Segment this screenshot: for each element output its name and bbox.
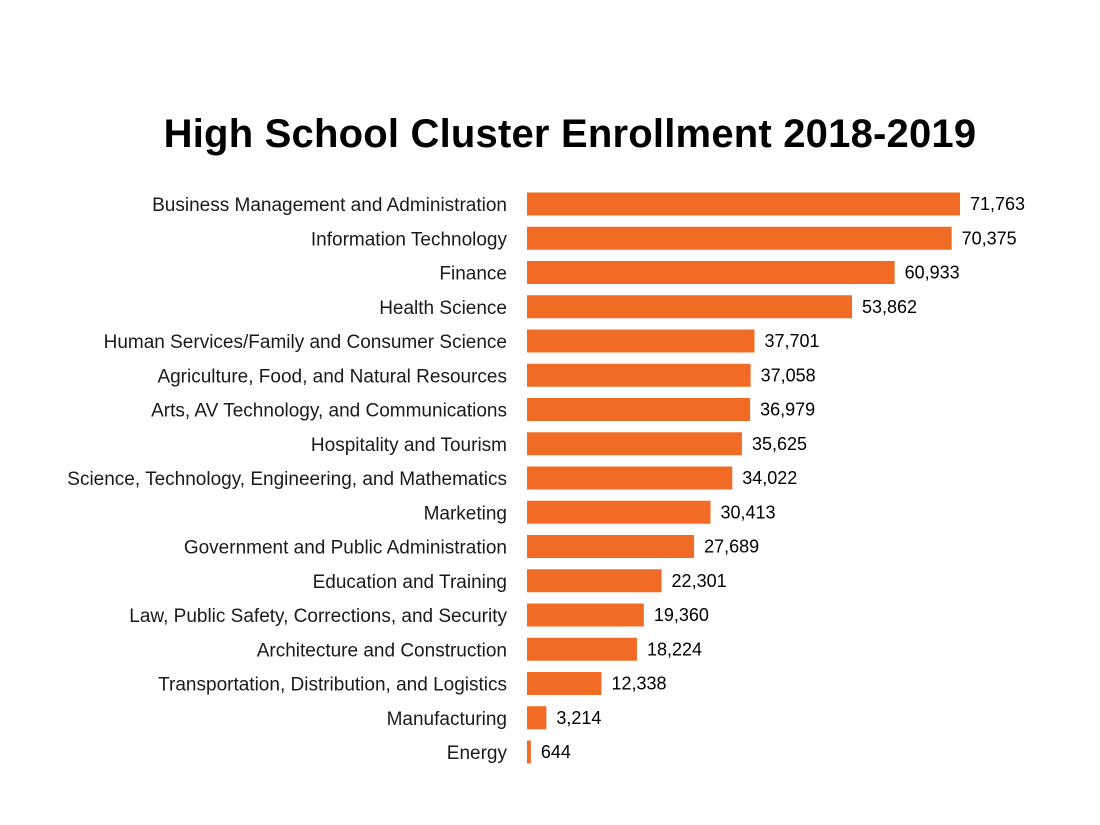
category-label: Energy (447, 743, 508, 764)
category-label: Information Technology (311, 229, 508, 250)
value-label: 60,933 (905, 263, 960, 283)
bar (527, 329, 755, 353)
category-label: Agriculture, Food, and Natural Resources (157, 366, 507, 387)
chart-title: High School Cluster Enrollment 2018-2019 (163, 112, 977, 156)
category-label: Human Services/Family and Consumer Scien… (104, 332, 507, 353)
category-label: Hospitality and Tourism (311, 435, 507, 456)
category-label: Business Management and Administration (152, 195, 507, 216)
value-label: 34,022 (742, 468, 797, 488)
bar (527, 398, 751, 421)
value-label: 19,360 (654, 605, 709, 625)
value-label: 22,301 (672, 571, 727, 591)
category-label: Transportation, Distribution, and Logist… (158, 675, 507, 696)
bar (527, 261, 895, 284)
bar (527, 432, 742, 456)
value-label: 27,689 (704, 537, 759, 557)
category-label: Architecture and Construction (257, 640, 507, 661)
value-label: 37,058 (761, 365, 816, 385)
value-label: 30,413 (721, 502, 776, 522)
category-label: Marketing (424, 503, 507, 524)
category-label: Government and Public Administration (184, 538, 507, 559)
category-label: Education and Training (313, 572, 507, 593)
bar (527, 740, 531, 764)
value-label: 12,338 (611, 674, 666, 694)
bar (527, 466, 733, 490)
value-label: 36,979 (760, 400, 815, 420)
category-label: Finance (439, 264, 507, 285)
value-label: 53,862 (862, 297, 917, 317)
bar (527, 637, 637, 661)
value-label: 3,214 (556, 708, 601, 728)
value-label: 18,224 (647, 639, 702, 659)
value-label: 35,625 (752, 434, 807, 454)
value-label: 70,375 (962, 228, 1017, 248)
value-label: 37,701 (764, 331, 819, 351)
bar (527, 192, 960, 216)
bar (527, 706, 547, 730)
value-label: 71,763 (970, 194, 1025, 214)
category-label: Manufacturing (387, 709, 507, 730)
bar (527, 603, 644, 627)
bar (527, 500, 711, 524)
bar (527, 295, 852, 319)
category-label: Arts, AV Technology, and Communications (151, 401, 507, 422)
value-label: 644 (541, 742, 571, 762)
bar (527, 535, 695, 558)
bar (527, 363, 751, 387)
category-label: Law, Public Safety, Corrections, and Sec… (129, 606, 507, 627)
category-label: Science, Technology, Engineering, and Ma… (67, 469, 507, 490)
category-label: Health Science (379, 298, 507, 319)
bar (527, 672, 602, 695)
bar (527, 226, 952, 250)
bar (527, 569, 662, 593)
